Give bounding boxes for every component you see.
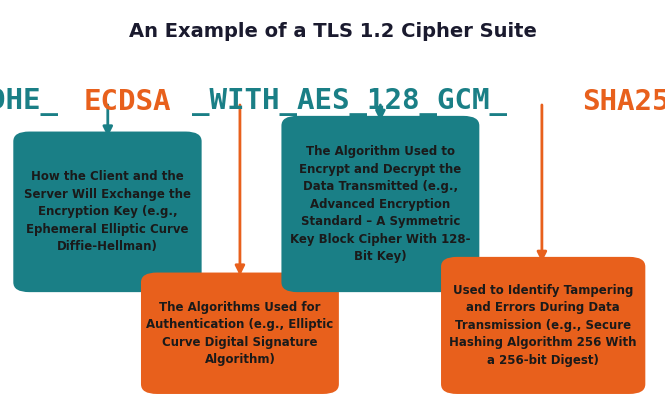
Text: SHA256: SHA256 [582, 88, 665, 116]
Text: Used to Identify Tampering
and Errors During Data
Transmission (e.g., Secure
Has: Used to Identify Tampering and Errors Du… [450, 284, 637, 367]
Text: The Algorithm Used to
Encrypt and Decrypt the
Data Transmitted (e.g.,
Advanced E: The Algorithm Used to Encrypt and Decryp… [290, 145, 471, 263]
FancyBboxPatch shape [281, 116, 479, 292]
FancyBboxPatch shape [13, 131, 201, 292]
Text: ECDHE_: ECDHE_ [0, 88, 58, 116]
Text: ECDSA: ECDSA [83, 88, 171, 116]
Text: An Example of a TLS 1.2 Cipher Suite: An Example of a TLS 1.2 Cipher Suite [128, 22, 537, 41]
FancyBboxPatch shape [441, 257, 645, 394]
FancyBboxPatch shape [141, 273, 339, 394]
Text: _WITH_AES_128_GCM_: _WITH_AES_128_GCM_ [192, 88, 507, 116]
Text: How the Client and the
Server Will Exchange the
Encryption Key (e.g.,
Ephemeral : How the Client and the Server Will Excha… [24, 170, 191, 253]
Text: The Algorithms Used for
Authentication (e.g., Elliptic
Curve Digital Signature
A: The Algorithms Used for Authentication (… [146, 301, 334, 366]
